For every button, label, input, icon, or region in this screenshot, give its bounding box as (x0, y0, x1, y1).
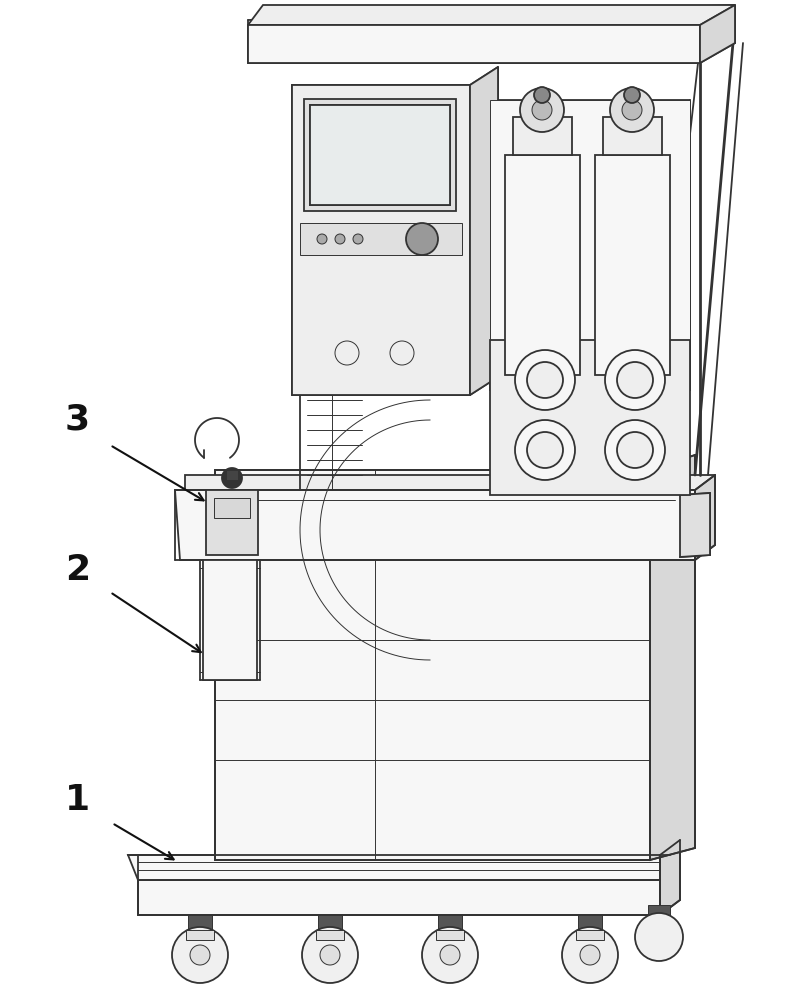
Bar (648, 905, 670, 920)
Polygon shape (203, 560, 257, 680)
Bar (188, 915, 212, 933)
Circle shape (317, 234, 327, 244)
Bar (226, 470, 238, 480)
Bar (438, 915, 462, 933)
Polygon shape (660, 840, 680, 915)
Polygon shape (316, 930, 344, 940)
Circle shape (605, 350, 665, 410)
Circle shape (172, 927, 228, 983)
Circle shape (335, 234, 345, 244)
Polygon shape (292, 85, 470, 395)
Polygon shape (505, 155, 580, 375)
Circle shape (190, 945, 210, 965)
Circle shape (302, 927, 358, 983)
Circle shape (635, 913, 683, 961)
Polygon shape (436, 930, 464, 940)
Circle shape (422, 927, 478, 983)
Circle shape (440, 945, 460, 965)
Polygon shape (248, 5, 735, 25)
Circle shape (320, 945, 340, 965)
Polygon shape (215, 470, 650, 860)
Bar (300, 223, 462, 255)
Circle shape (406, 223, 438, 255)
Text: 1: 1 (65, 783, 90, 817)
Circle shape (222, 468, 242, 488)
Polygon shape (248, 25, 700, 63)
Polygon shape (650, 455, 695, 860)
Polygon shape (513, 117, 572, 155)
Polygon shape (175, 490, 695, 560)
Polygon shape (206, 490, 258, 555)
Bar (304, 99, 456, 211)
Polygon shape (576, 930, 604, 940)
Circle shape (580, 945, 600, 965)
Circle shape (605, 420, 665, 480)
Polygon shape (310, 105, 450, 205)
Polygon shape (490, 340, 690, 495)
Circle shape (520, 88, 564, 132)
Circle shape (527, 432, 563, 468)
Circle shape (353, 234, 363, 244)
Bar (578, 915, 602, 933)
Polygon shape (695, 475, 715, 560)
Text: 2: 2 (65, 553, 90, 587)
Polygon shape (680, 493, 710, 557)
Polygon shape (595, 155, 670, 375)
Polygon shape (138, 880, 660, 915)
Circle shape (515, 350, 575, 410)
Circle shape (624, 87, 640, 103)
Polygon shape (128, 855, 670, 880)
Circle shape (532, 100, 552, 120)
Circle shape (617, 362, 653, 398)
Bar (318, 915, 342, 933)
Polygon shape (470, 67, 498, 395)
Bar (214, 498, 250, 518)
Bar (310, 105, 450, 205)
Circle shape (527, 362, 563, 398)
Circle shape (617, 432, 653, 468)
Polygon shape (186, 930, 214, 940)
Polygon shape (700, 5, 735, 63)
Polygon shape (185, 475, 715, 490)
Circle shape (622, 100, 642, 120)
Circle shape (335, 341, 359, 365)
Polygon shape (603, 117, 662, 155)
Circle shape (534, 87, 550, 103)
Circle shape (515, 420, 575, 480)
Polygon shape (490, 100, 690, 390)
Circle shape (610, 88, 654, 132)
Circle shape (390, 341, 414, 365)
Circle shape (562, 927, 618, 983)
Text: 3: 3 (65, 403, 90, 437)
